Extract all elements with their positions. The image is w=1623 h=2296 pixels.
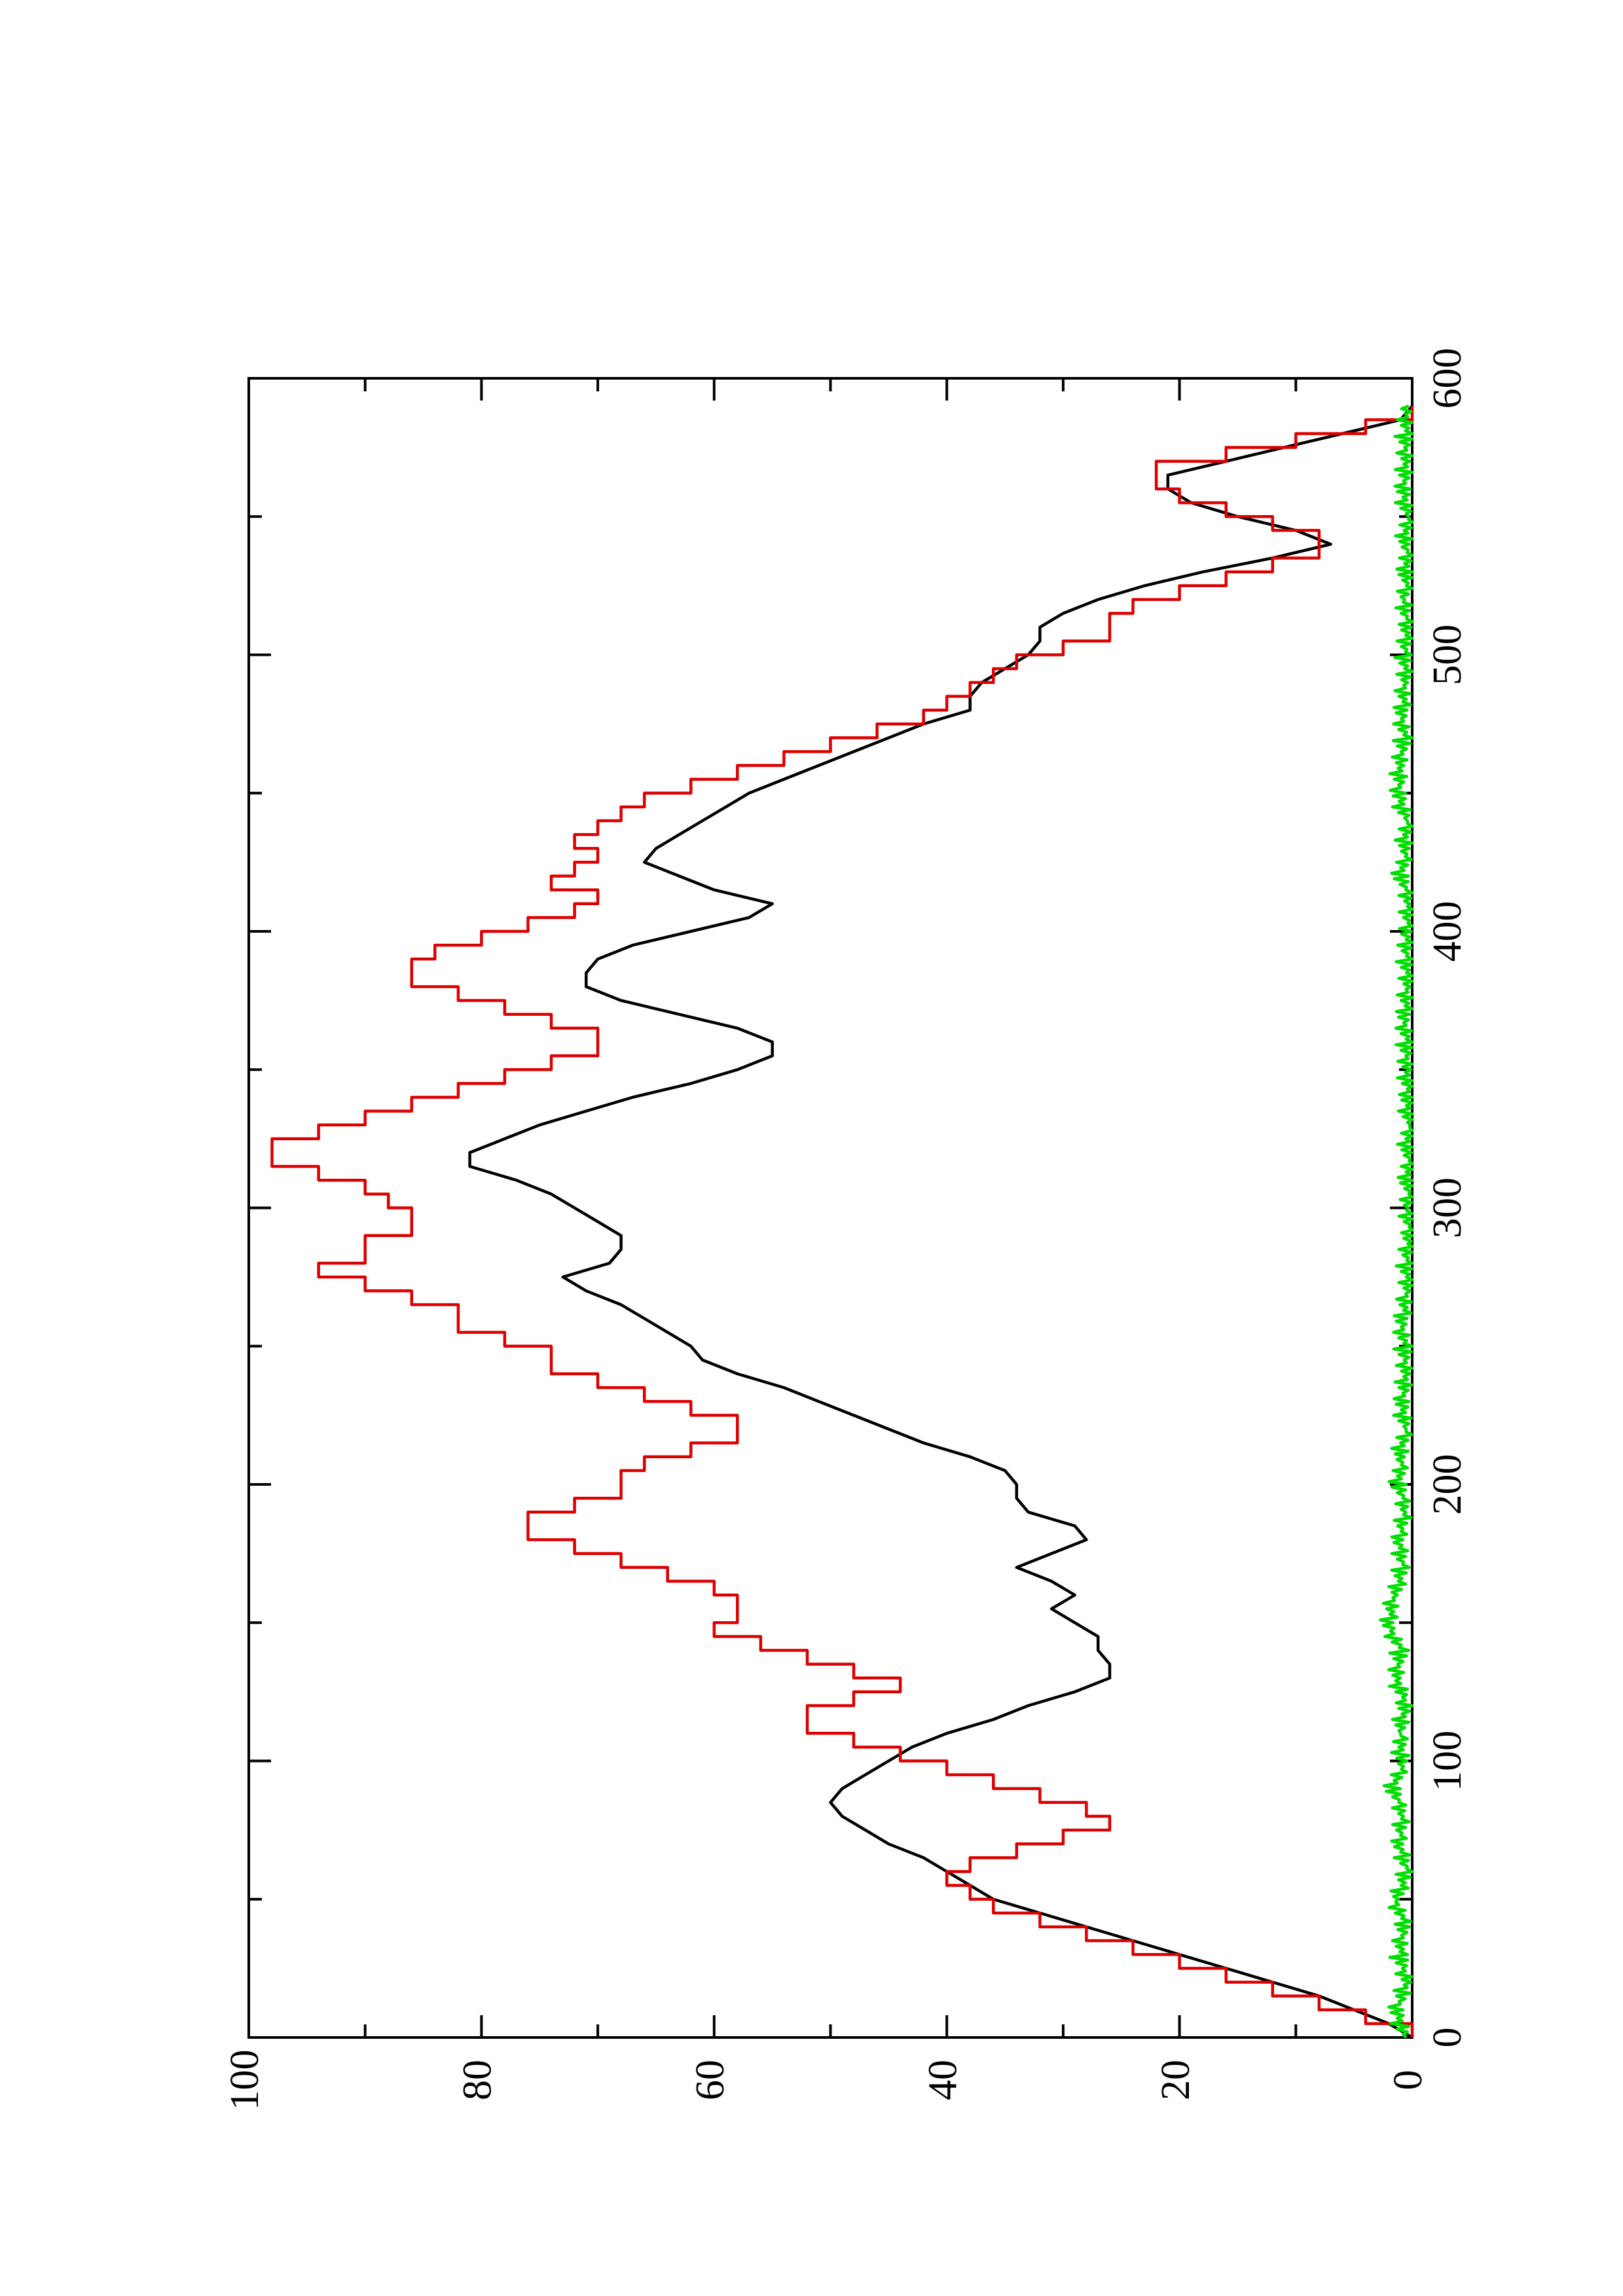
x-tick-label: 0: [1425, 2028, 1470, 2048]
y-tick-label: 60: [688, 2060, 733, 2100]
x-tick-label: 600: [1425, 348, 1470, 409]
series-line-2: [270, 406, 1414, 2037]
series-line-3: [1379, 404, 1414, 2039]
y-tick-label: 0: [1386, 2070, 1431, 2090]
tick-labels: 0 100 200 300 400 500 600 0 20 40 60 80 100: [223, 348, 1470, 2111]
series-layer: [270, 404, 1414, 2039]
x-tick-label: 500: [1425, 624, 1470, 685]
y-tick-label: 80: [456, 2060, 500, 2100]
axis-ticks: [247, 377, 1413, 2039]
y-tick-label: 40: [921, 2060, 965, 2100]
x-tick-label: 200: [1425, 1454, 1470, 1515]
y-tick-label: 20: [1154, 2060, 1198, 2100]
x-tick-label: 300: [1425, 1177, 1470, 1238]
y-tick-label: 100: [223, 2050, 267, 2111]
x-tick-label: 100: [1425, 1731, 1470, 1791]
x-tick-label: 400: [1425, 901, 1470, 962]
series-line-1: [468, 404, 1413, 2039]
plot-frame: [247, 377, 1413, 2039]
